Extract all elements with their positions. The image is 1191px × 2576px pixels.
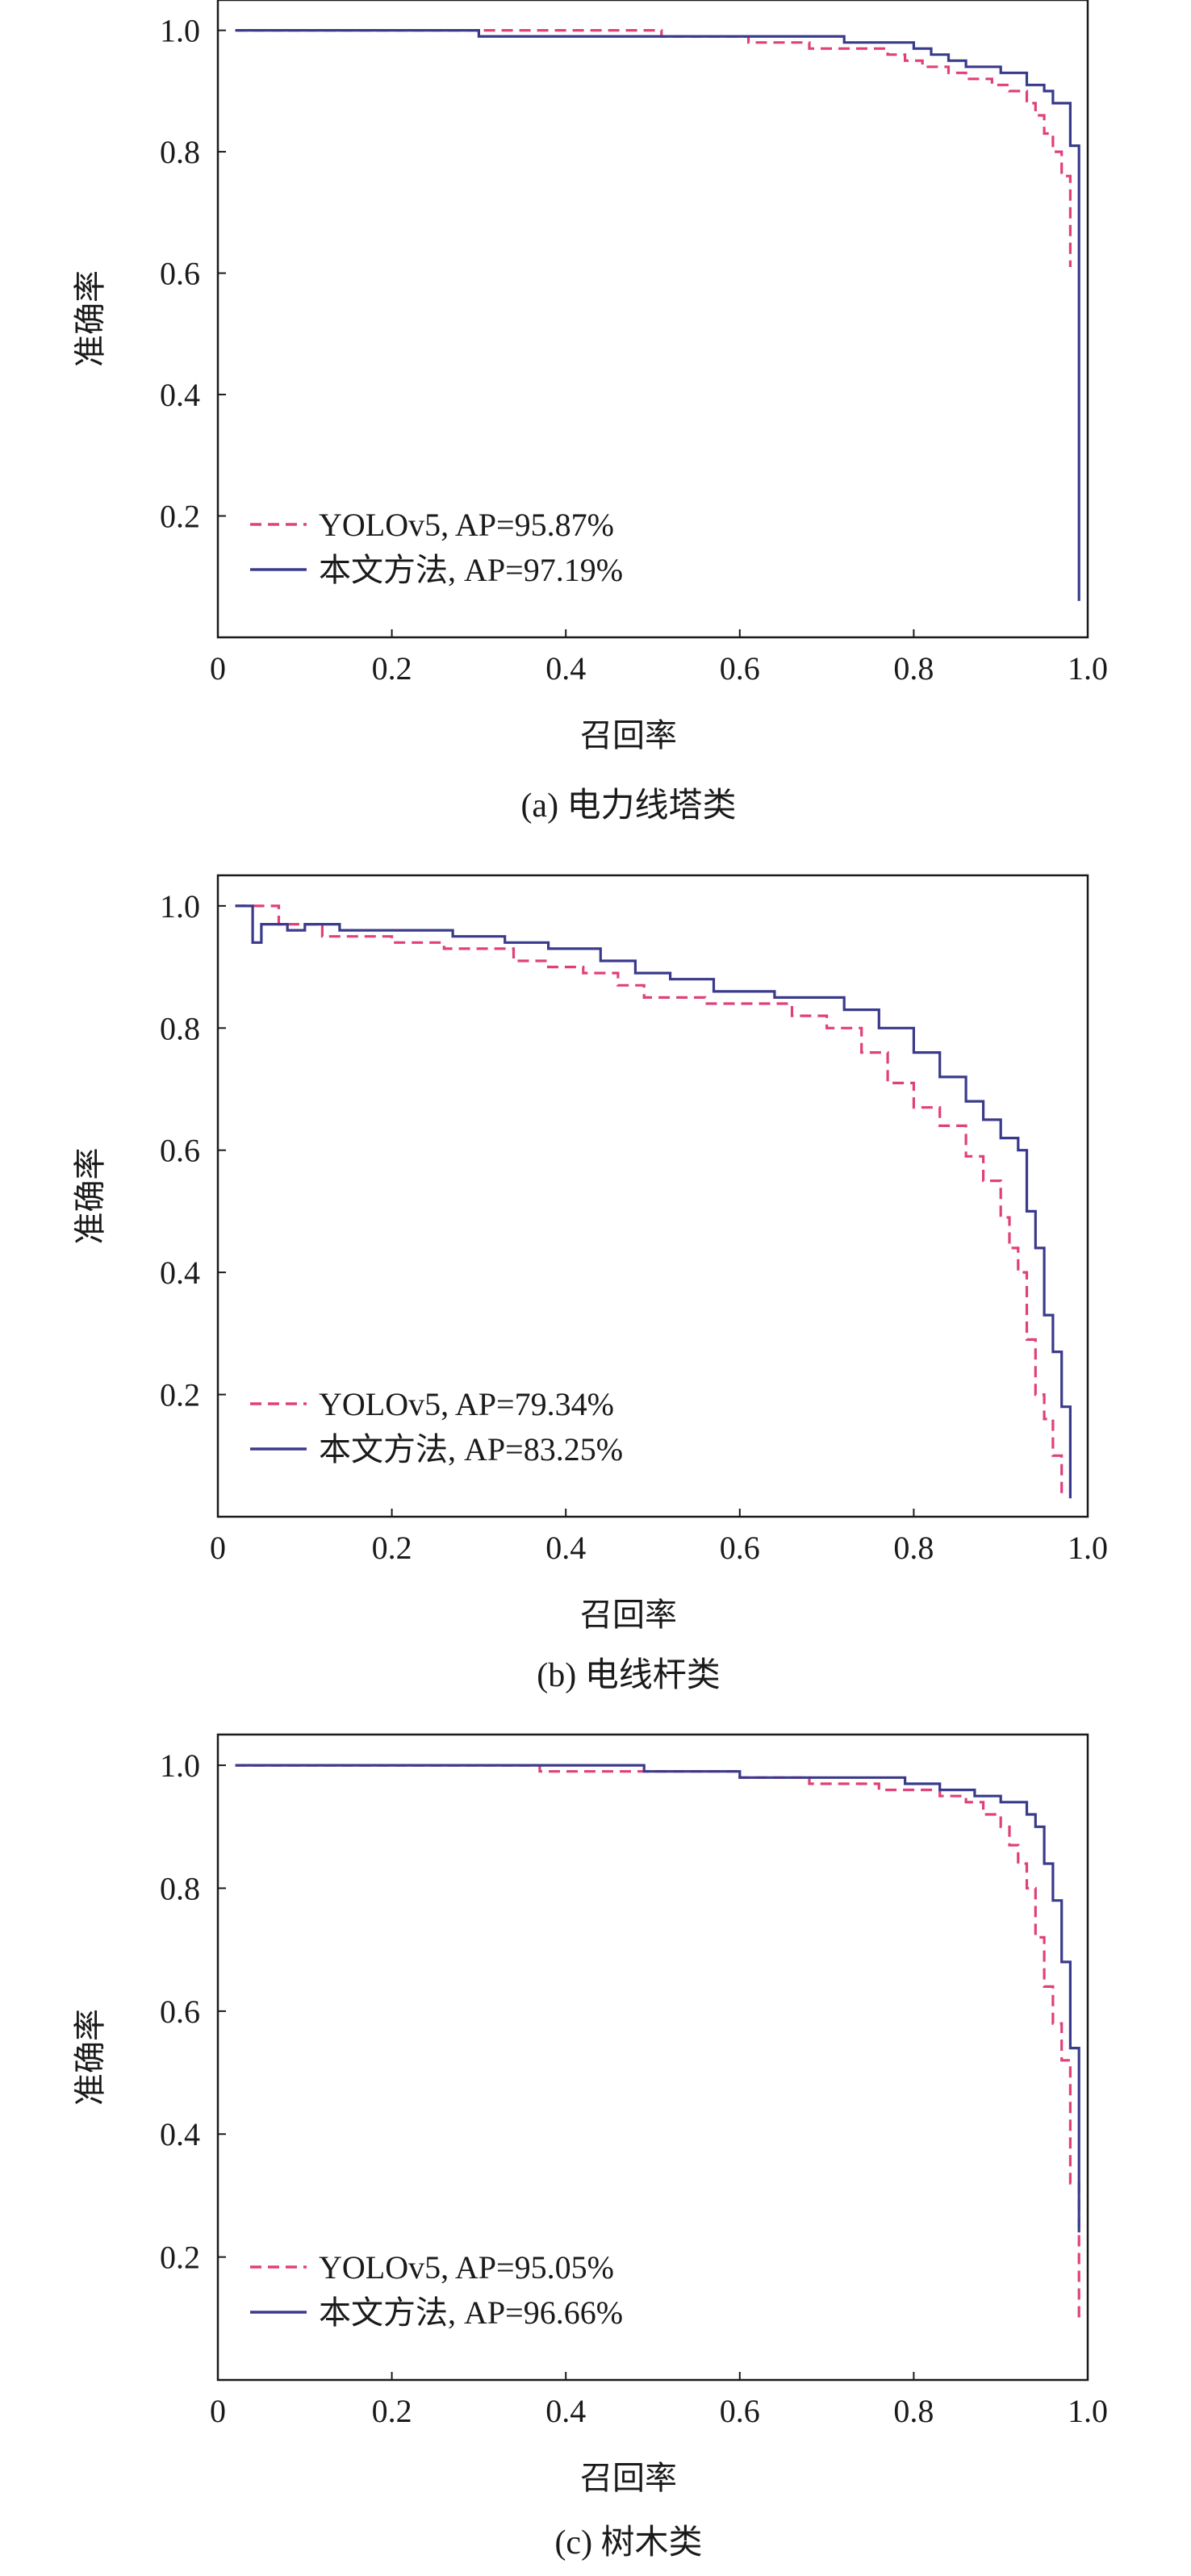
x-tick-label: 0.6	[720, 650, 760, 687]
y-axis-label: 准确率	[72, 1148, 109, 1245]
chart-panel-1: 0 0.2 0.4 0.6 0.8 1.0 0.2 0.4 0.6 0.8 1.0 召回率 准确率 YOL…	[72, 874, 1108, 1694]
legend-label-0: YOLOv5, AP=79.34%	[319, 1386, 614, 1422]
y-tick-label: 1.0	[160, 1747, 200, 1784]
x-tick-label: 0.6	[720, 1530, 760, 1566]
y-tick-label: 0.2	[160, 2240, 200, 2276]
x-tick-label: 0.4	[545, 2393, 586, 2429]
x-tick-label: 0	[210, 1530, 226, 1566]
series-line-1	[235, 904, 1072, 1499]
y-tick-label: 1.0	[160, 888, 200, 925]
y-tick-label: 0.8	[160, 1010, 200, 1046]
legend-label-1: 本文方法, AP=97.19%	[319, 552, 623, 588]
x-tick-label: 0.2	[372, 2393, 412, 2429]
figure-caption: (c) 树木类	[554, 2524, 702, 2561]
x-tick-label: 1.0	[1068, 650, 1108, 687]
y-tick-label: 0.8	[160, 1870, 200, 1906]
y-tick-label: 0.2	[160, 499, 200, 535]
x-tick-label: 0.2	[372, 650, 412, 687]
plot-frame	[216, 1733, 1089, 2382]
chart-panel-2: 0 0.2 0.4 0.6 0.8 1.0 0.2 0.4 0.6 0.8 1.0 召回率 准确率 YOL…	[72, 1733, 1108, 2561]
legend-label-1: 本文方法, AP=83.25%	[319, 1431, 623, 1468]
series-line-0	[235, 29, 1072, 267]
x-tick-label: 0	[210, 650, 226, 687]
x-tick-label: 0.8	[893, 650, 934, 687]
legend-label-0: YOLOv5, AP=95.05%	[319, 2249, 614, 2286]
figure-caption: (a) 电力线塔类	[520, 787, 736, 825]
series-line-0	[235, 904, 1064, 1499]
x-tick-label: 0.6	[720, 2393, 760, 2429]
x-tick-label: 0.2	[372, 1530, 412, 1566]
y-tick-label: 0.8	[160, 134, 200, 170]
y-tick-label: 0.6	[160, 1994, 200, 2030]
legend-label-1: 本文方法, AP=96.66%	[319, 2294, 623, 2331]
plot-frame	[216, 0, 1089, 639]
y-tick-label: 0.4	[160, 377, 200, 413]
x-tick-label: 0	[210, 2393, 226, 2429]
plot-frame	[216, 874, 1089, 1518]
x-tick-label: 0.8	[893, 2393, 934, 2429]
x-tick-label: 0.4	[545, 1530, 586, 1566]
series-line-0	[235, 1764, 1080, 2319]
y-tick-label: 1.0	[160, 13, 200, 49]
x-axis-label: 召回率	[580, 717, 677, 754]
y-tick-label: 0.4	[160, 1255, 200, 1291]
series-line-1	[235, 1764, 1080, 2233]
x-axis-label: 召回率	[580, 2460, 677, 2497]
x-tick-label: 0.8	[893, 1530, 934, 1566]
figure-caption: (b) 电线杆类	[537, 1657, 720, 1694]
chart-panel-0: 0 0.2 0.4 0.6 0.8 1.0 0.2 0.4 0.6 0.8 1.0 召回率 准确率 YOL…	[72, 0, 1108, 825]
legend-label-0: YOLOv5, AP=95.87%	[319, 507, 614, 543]
x-axis-label: 召回率	[580, 1597, 677, 1634]
x-tick-label: 1.0	[1068, 2393, 1108, 2429]
y-axis-label: 准确率	[72, 2009, 109, 2106]
y-tick-label: 0.4	[160, 2116, 200, 2152]
series-line-1	[235, 29, 1080, 601]
y-tick-label: 0.2	[160, 1377, 200, 1413]
x-tick-label: 0.4	[545, 650, 586, 687]
x-tick-label: 1.0	[1068, 1530, 1108, 1566]
y-axis-label: 准确率	[72, 270, 109, 367]
y-tick-label: 0.6	[160, 1133, 200, 1169]
y-tick-label: 0.6	[160, 256, 200, 292]
